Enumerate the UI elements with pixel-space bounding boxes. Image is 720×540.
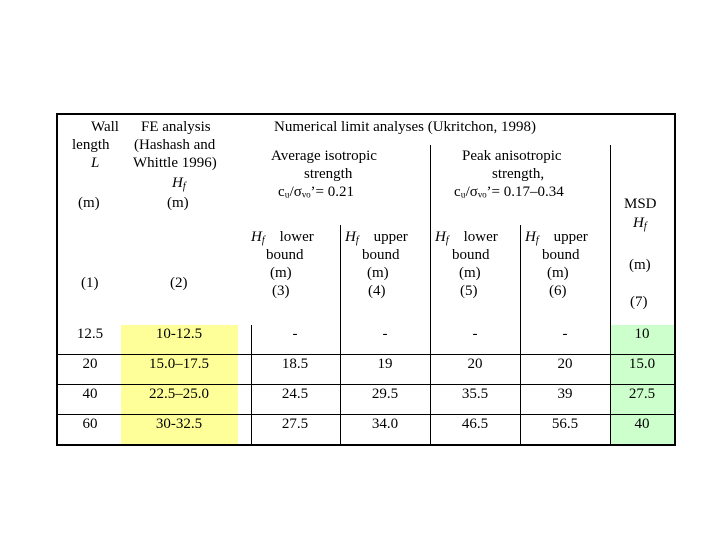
table-cell: 46.5: [461, 416, 489, 432]
msd-symbol: Hf: [633, 215, 647, 232]
table-cell: 40: [82, 386, 98, 402]
table-cell: -: [382, 326, 388, 342]
sub6-unit: (m): [547, 265, 569, 281]
row-divider: [58, 414, 674, 415]
table-cell: -: [562, 326, 568, 342]
table-cell: 24.5: [281, 386, 309, 402]
table-cell: 27.5: [628, 386, 656, 402]
table-cell: 30-32.5: [155, 416, 203, 432]
table-cell: -: [472, 326, 478, 342]
row-divider: [58, 384, 674, 385]
table-cell: 60: [82, 416, 98, 432]
table-cell: 15.0–17.5: [149, 356, 209, 372]
sub5-line1: Hf lower: [435, 229, 498, 246]
sub3-line1: Hf lower: [251, 229, 314, 246]
sub5-unit: (m): [459, 265, 481, 281]
col2-unit: (m): [167, 195, 189, 211]
table-cell: 20: [82, 356, 98, 372]
sub4-number: (4): [368, 283, 386, 299]
avg-line1: Average isotropic: [271, 148, 377, 164]
divider: [610, 145, 611, 444]
numerical-header: Numerical limit analyses (Ukritchon, 199…: [274, 119, 537, 135]
table-cell: 15.0: [628, 356, 656, 372]
msd-unit: (m): [629, 257, 651, 273]
table-cell: 20: [557, 356, 573, 372]
data-table: Wall length L (m) (1) FE analysis (Hasha…: [56, 113, 676, 446]
sub6-line2: bound: [542, 247, 580, 263]
sub5-line2: bound: [452, 247, 490, 263]
col2-symbol: Hf: [172, 175, 186, 192]
sub3-unit: (m): [270, 265, 292, 281]
col1-line2: length: [72, 137, 110, 153]
peak-line2: strength,: [492, 166, 545, 182]
col1-symbol: L: [91, 155, 100, 171]
col1-number: (1): [81, 275, 99, 291]
sub3-line2: bound: [266, 247, 304, 263]
divider: [340, 225, 341, 444]
table-cell: 10: [634, 326, 650, 342]
sub5-number: (5): [460, 283, 478, 299]
row-divider: [58, 354, 674, 355]
sub4-line1: Hf upper: [345, 229, 408, 246]
divider: [430, 145, 431, 444]
sub4-unit: (m): [367, 265, 389, 281]
table-cell: 10-12.5: [155, 326, 203, 342]
sub6-line1: Hf upper: [525, 229, 588, 246]
table-cell: 12.5: [76, 326, 104, 342]
col2-line3: Whittle 1996): [133, 155, 217, 171]
table-cell: 20: [467, 356, 483, 372]
sub6-number: (6): [549, 283, 567, 299]
table-cell: 29.5: [371, 386, 399, 402]
msd-label: MSD: [624, 196, 657, 212]
col1-line1: Wall: [91, 119, 119, 135]
divider: [520, 225, 521, 444]
table-cell: 22.5–25.0: [149, 386, 209, 402]
sub4-line2: bound: [362, 247, 400, 263]
table-cell: 56.5: [551, 416, 579, 432]
table-cell: 40: [634, 416, 650, 432]
table-cell: 18.5: [281, 356, 309, 372]
table-cell: 35.5: [461, 386, 489, 402]
table-cell: 34.0: [371, 416, 399, 432]
col2-line1: FE analysis: [141, 119, 211, 135]
sub3-number: (3): [272, 283, 290, 299]
col1-unit: (m): [78, 195, 100, 211]
avg-formula: cᵤ/σᵥₒ’= 0.21: [278, 184, 355, 200]
peak-line1: Peak anisotropic: [462, 148, 562, 164]
msd-number: (7): [630, 294, 648, 310]
peak-formula: cᵤ/σᵥₒ’= 0.17–0.34: [454, 184, 564, 200]
table-cell: 27.5: [281, 416, 309, 432]
table-cell: 39: [557, 386, 573, 402]
table-cell: 19: [377, 356, 393, 372]
avg-line2: strength: [304, 166, 353, 182]
col2-line2: (Hashash and: [134, 137, 216, 153]
table-cell: -: [292, 326, 298, 342]
col2-number: (2): [170, 275, 188, 291]
